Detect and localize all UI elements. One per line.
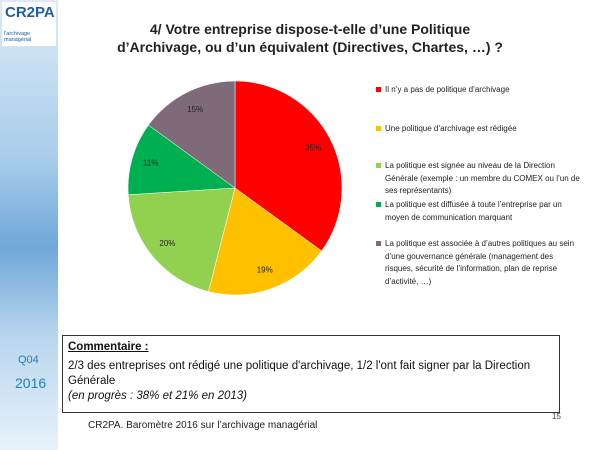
legend-swatch [376,163,381,168]
comment-label: Commentaire : [68,341,149,353]
page-number: 15 [552,412,561,421]
comment-note: (en progrès : 38% et 21% en 2013) [68,390,248,402]
legend-label: La politique est diffusée à toute l’entr… [385,200,562,222]
legend-swatch [376,241,381,246]
pie-slice [127,187,236,292]
legend-item: La politique est diffusée à toute l’entr… [376,199,580,224]
footer: CR2PA. Baromètre 2016 sur l’archivage ma… [88,420,318,431]
logo-subtitle: l'archivage managérial [4,31,32,43]
slice-label: 35% [305,143,321,152]
side-banner [0,0,58,450]
legend-item: La politique est associée à d’autres pol… [376,238,580,288]
year: 2016 [15,375,47,391]
legend-label: Une politique d’archivage est rédigée [385,124,517,133]
slice-label: 15% [187,105,203,114]
legend-label: La politique est signée au niveau de la … [385,161,580,195]
legend-swatch [376,87,381,92]
pie-slice [208,187,322,296]
pie-slice [148,80,236,189]
chart-title: 4/ Votre entreprise dispose-t-elle d’une… [117,21,503,55]
comment-text: 2/3 des entreprises ont rédigé une polit… [68,360,531,387]
legend-item: Il n’y a pas de politique d’archivage [376,84,580,97]
legend-label: La politique est associée à d’autres pol… [385,239,575,286]
pie-slice [234,80,343,252]
slice-label: 11% [143,159,158,168]
logo: CR2PA l'archivage managérial [2,2,56,46]
legend-label: Il n’y a pas de politique d’archivage [385,85,510,94]
slice-label: 20% [159,239,175,248]
slice-label: 19% [257,266,273,275]
comment-box: Commentaire : 2/3 des entreprises ont ré… [62,335,560,413]
quarter: Q04 [18,354,39,366]
legend-item: Une politique d’archivage est rédigée [376,123,580,136]
pie-slice [127,124,236,195]
legend-swatch [376,126,381,131]
logo-text: CR2PA [5,4,55,21]
legend-swatch [376,202,381,207]
legend-item: La politique est signée au niveau de la … [376,160,580,198]
